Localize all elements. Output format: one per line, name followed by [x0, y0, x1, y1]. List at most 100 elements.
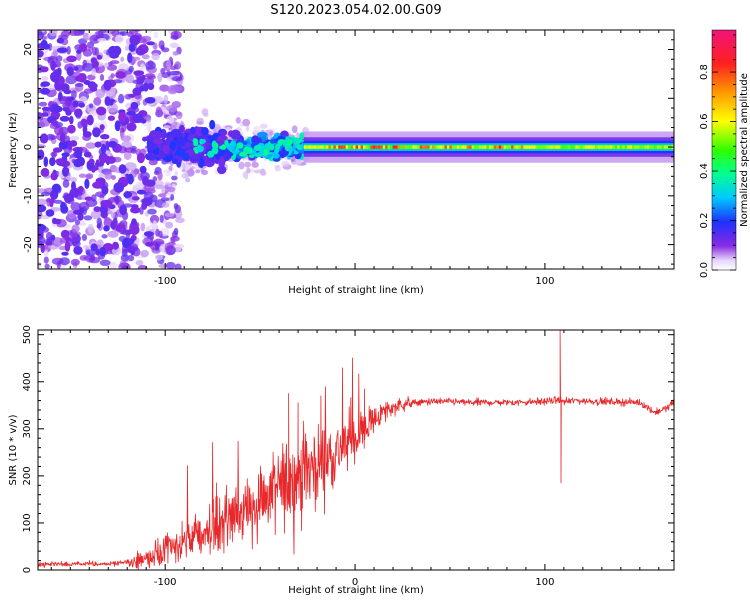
heatmap-blob [118, 111, 126, 123]
heatmap-band-core [582, 145, 586, 149]
heatmap-blob [112, 241, 119, 250]
heatmap-blob [200, 139, 206, 144]
heatmap-blob [70, 258, 80, 266]
heatmap-band-core [412, 145, 415, 149]
heatmap-blob [61, 251, 69, 256]
heatmap-band-core [446, 145, 450, 149]
heatmap-blob [242, 118, 251, 127]
heatmap-blob [100, 134, 110, 140]
heatmap-blob [153, 138, 164, 144]
heatmap-band-core [639, 145, 642, 149]
heatmap-blob [175, 136, 186, 147]
heatmap-band-core [303, 145, 307, 149]
heatmap-blob [120, 135, 132, 142]
heatmap-blob [170, 236, 176, 244]
heatmap-blob [38, 144, 46, 149]
heatmap-band-core [644, 145, 647, 149]
heatmap-blob [141, 74, 146, 81]
heatmap-blob [147, 82, 155, 91]
heatmap-blob [95, 248, 100, 256]
heatmap-blob [51, 120, 59, 126]
heatmap-band-core [654, 145, 657, 149]
heatmap-blob [86, 114, 94, 126]
heatmap-blob [158, 193, 167, 198]
heatmap-blob [60, 229, 70, 239]
heatmap-blob [173, 203, 179, 210]
heatmap-band-core [612, 145, 615, 149]
heatmap-band-core [466, 145, 470, 149]
heatmap-blob [96, 54, 103, 60]
heatmap-blob [100, 143, 107, 155]
heatmap-blob [78, 73, 87, 83]
heatmap-blob [62, 194, 72, 199]
heatmap-band-core [575, 145, 578, 149]
heatmap-band-core [422, 145, 425, 149]
heatmap-blob [91, 60, 99, 68]
heatmap-blob [170, 35, 179, 40]
heatmap-blob [147, 60, 154, 67]
heatmap-blob [157, 170, 163, 181]
heatmap-blob [244, 161, 251, 168]
heatmap-band-core [614, 145, 618, 149]
heatmap-band-core [318, 145, 321, 149]
heatmap-band-core [385, 145, 388, 149]
heatmap-band-core [558, 145, 561, 149]
heatmap-band-core [368, 145, 371, 149]
heatmap-band-core [424, 145, 428, 149]
heatmap-blob [135, 46, 146, 56]
heatmap-band-core [417, 145, 420, 149]
heatmap-blob [170, 85, 183, 91]
heatmap-blob [98, 152, 108, 164]
heatmap-blob [130, 101, 139, 110]
heatmap-blob [147, 208, 157, 215]
heatmap-blob [144, 97, 156, 104]
heatmap-blob [227, 145, 236, 151]
heatmap-blob [99, 246, 106, 257]
snr-marks [38, 330, 674, 570]
heatmap-blob [38, 198, 47, 206]
heatmap-band-core [321, 145, 324, 149]
heatmap-blob [230, 129, 241, 140]
heatmap-blob [44, 263, 50, 269]
heatmap-band-core [525, 145, 529, 149]
heatmap-band-core [530, 145, 534, 149]
heatmap-blob [175, 111, 183, 120]
heatmap-blob [174, 263, 182, 269]
heatmap-band-core [538, 145, 541, 149]
heatmap-blob [79, 43, 88, 52]
heatmap-blob [40, 167, 50, 177]
heatmap-blob [189, 126, 196, 135]
heatmap-blob [108, 22, 116, 30]
heatmap-blob [51, 151, 56, 159]
heatmap-blob [56, 37, 65, 44]
heatmap-band-core [632, 145, 635, 149]
heatmap-blob [101, 234, 108, 239]
heatmap-blob [171, 175, 178, 181]
heatmap-blob [136, 189, 147, 195]
heatmap-blob [147, 75, 156, 80]
heatmap-blob [72, 187, 79, 198]
heatmap-blob [166, 115, 175, 124]
heatmap-blob [129, 34, 141, 46]
heatmap-blob [146, 41, 155, 46]
heatmap-blob [38, 101, 48, 107]
colorbar: 0.0 0.2 0.4 0.6 0.8 Normalized spectral ampl… [699, 29, 750, 278]
heatmap-band-core [548, 145, 551, 149]
snr-axes: -100 0 100 0 100 200 300 400 500 [22, 325, 674, 588]
heatmap-band-core [486, 145, 489, 149]
heatmap-band-core [587, 145, 590, 149]
heatmap-blob [87, 223, 94, 234]
heatmap-band-core [444, 145, 447, 149]
heatmap-blob [118, 164, 127, 174]
heatmap-band-core [543, 145, 546, 149]
heatmap-blob [85, 173, 94, 180]
heatmap-blob [91, 68, 97, 77]
heatmap-blob [260, 171, 267, 176]
heatmap-blob [143, 231, 154, 237]
heatmap-blob [238, 161, 245, 170]
heatmap-band-core [592, 145, 595, 149]
heatmap-blob [223, 152, 231, 161]
snr-panel: -100 0 100 0 100 200 300 400 500 Height of strai… [8, 325, 675, 596]
heatmap-blob [123, 191, 133, 198]
